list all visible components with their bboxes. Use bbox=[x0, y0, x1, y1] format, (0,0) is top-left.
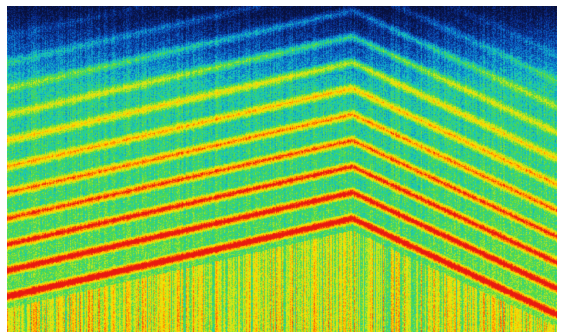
spectrogram-image bbox=[7, 6, 557, 332]
